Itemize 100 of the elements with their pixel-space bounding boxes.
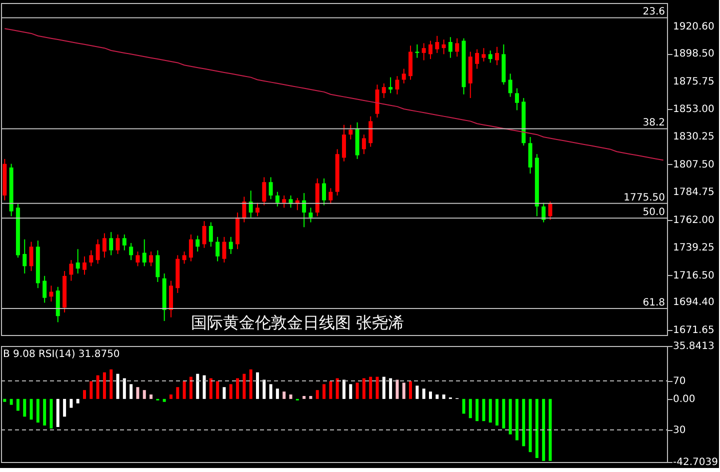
y-tick-label: 1920.60 xyxy=(673,22,714,33)
bar xyxy=(182,381,186,399)
candlestick xyxy=(142,238,146,267)
bar xyxy=(342,380,346,399)
candlestick xyxy=(282,195,286,208)
bar xyxy=(535,398,538,458)
bar xyxy=(262,380,266,399)
bar xyxy=(528,398,532,452)
bar xyxy=(96,375,100,399)
bar xyxy=(222,387,226,399)
y-tick-label: -42.7039 xyxy=(673,457,718,468)
bar xyxy=(110,369,113,399)
candlestick xyxy=(29,241,34,272)
candlestick xyxy=(548,201,552,220)
bar xyxy=(76,398,80,404)
line-series xyxy=(4,28,664,161)
bar xyxy=(336,378,339,399)
candlestick xyxy=(402,68,406,84)
candlestick xyxy=(129,242,134,261)
candlestick xyxy=(368,116,373,148)
bar xyxy=(436,394,439,399)
bar xyxy=(3,398,6,402)
bar xyxy=(502,398,506,428)
bar xyxy=(23,398,26,417)
bar xyxy=(356,382,359,399)
y-tick-label: 1762.00 xyxy=(673,214,714,226)
bar xyxy=(56,398,60,427)
candlestick xyxy=(388,76,393,94)
candlestick xyxy=(109,232,114,256)
bar xyxy=(522,398,526,446)
candlestick xyxy=(22,238,27,274)
bar xyxy=(496,398,499,426)
candlestick xyxy=(348,124,353,140)
bar xyxy=(150,394,153,399)
y-tick-label: 1694.40 xyxy=(673,297,714,308)
bar xyxy=(196,374,200,399)
bar xyxy=(116,374,120,399)
bar xyxy=(322,384,326,399)
bar xyxy=(63,398,66,417)
y-tick-label: 1830.25 xyxy=(673,132,714,143)
bar xyxy=(462,398,466,414)
bar xyxy=(442,394,446,399)
bar xyxy=(476,398,479,422)
bar xyxy=(316,390,319,399)
bar xyxy=(362,378,366,399)
bar xyxy=(249,369,252,399)
bar xyxy=(542,398,546,461)
annotation: B 9.08 RSI(14) 31.8750 xyxy=(3,349,120,360)
bar xyxy=(83,390,86,399)
candlestick xyxy=(69,260,74,282)
candlestick xyxy=(328,188,333,205)
candlestick xyxy=(395,76,400,95)
y-tick-label: 1853.00 xyxy=(673,104,714,115)
bar xyxy=(309,396,312,399)
bar xyxy=(236,378,240,399)
annotation: 50.0 xyxy=(642,207,665,218)
candlestick xyxy=(422,42,426,61)
candlestick xyxy=(96,238,100,264)
y-tick-label: 1671.65 xyxy=(673,324,714,336)
y-tick-label: 1807.50 xyxy=(673,159,714,170)
candlestick xyxy=(382,82,386,99)
candlestick xyxy=(202,220,206,248)
candlestick xyxy=(362,134,366,155)
bar xyxy=(36,398,40,423)
candlestick xyxy=(428,40,432,60)
candlestick xyxy=(475,48,480,70)
bar xyxy=(488,398,492,423)
y2-tick-label: 30 xyxy=(673,424,686,436)
bar xyxy=(70,398,73,408)
bar xyxy=(90,381,93,399)
candlestick xyxy=(49,285,54,302)
bar xyxy=(409,381,412,399)
candlestick xyxy=(248,190,253,218)
candlestick xyxy=(322,178,326,206)
candlestick xyxy=(268,176,273,200)
bar xyxy=(209,378,212,399)
bar xyxy=(468,398,472,418)
bar xyxy=(276,388,279,399)
candlestick xyxy=(455,38,460,58)
bar xyxy=(416,386,419,399)
candlestick xyxy=(76,248,80,274)
bar xyxy=(376,376,379,399)
ref-line-label: 1775.50 xyxy=(624,192,665,204)
bar xyxy=(269,384,272,399)
bar xyxy=(216,381,220,399)
bar xyxy=(396,380,399,399)
bar xyxy=(130,384,133,399)
bar xyxy=(508,398,512,434)
candlestick xyxy=(42,275,47,304)
candlestick xyxy=(308,207,313,223)
candlestick xyxy=(216,236,220,262)
bar xyxy=(329,381,332,399)
candlestick xyxy=(89,250,94,267)
candlestick xyxy=(255,202,260,217)
bar xyxy=(50,398,53,428)
bar xyxy=(548,398,552,461)
bar xyxy=(382,376,386,399)
annotation: 38.2 xyxy=(642,118,665,129)
bar xyxy=(189,376,192,399)
bar xyxy=(30,398,33,420)
